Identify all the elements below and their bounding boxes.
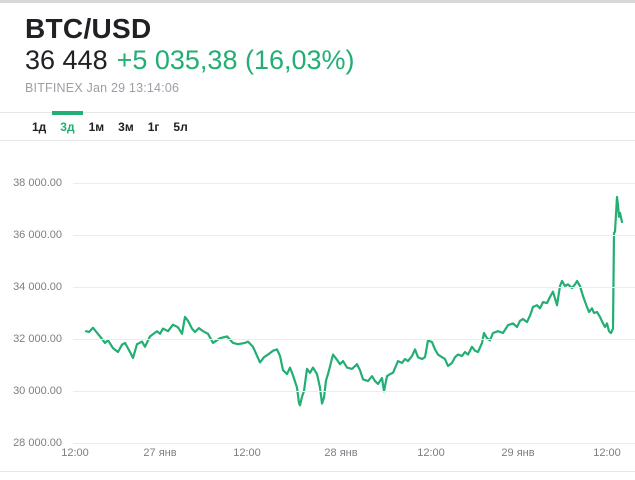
page-title-symbol: BTC/USD [25,13,152,44]
tab-3d[interactable]: 3д [52,111,83,140]
x-axis-tick-label: 27 янв [143,447,177,459]
y-axis-tick-label: 36 000.00 [13,229,62,241]
x-axis-tick-label: 28 янв [324,447,358,459]
bottom-divider [0,471,635,472]
y-axis-tick-label: 30 000.00 [13,385,62,397]
price-chart: 38 000.00 36 000.00 34 000.00 32 000.00 30 0… [0,150,635,471]
gridline [73,183,635,184]
x-axis-tick-label: 29 янв [501,447,535,459]
tab-1d[interactable]: 1д [32,119,47,134]
top-divider-bar [0,0,635,3]
tab-1m[interactable]: 1м [88,119,105,134]
x-axis-tick-label: 12:00 [233,447,261,459]
current-price: 36 448 [25,45,108,75]
y-axis-tick-label: 28 000.00 [13,437,62,449]
gridline [73,443,635,444]
tab-5y[interactable]: 5л [173,119,188,134]
gridline [73,391,635,392]
x-axis-tick-label: 12:00 [417,447,445,459]
gridline [73,235,635,236]
x-axis-tick-label: 12:00 [593,447,621,459]
price-line-plot[interactable] [0,150,635,471]
tab-3m[interactable]: 3м [118,119,134,134]
x-axis-tick-label: 12:00 [61,447,89,459]
price-row: 36 448 +5 035,38 (16,03%) [25,45,355,76]
y-axis-tick-label: 34 000.00 [13,281,62,293]
y-axis-tick-label: 32 000.00 [13,333,62,345]
price-line [84,195,624,407]
exchange-timestamp: BITFINEX Jan 29 13:14:06 [25,81,180,95]
y-axis-tick-label: 38 000.00 [13,177,62,189]
tab-1y[interactable]: 1г [147,119,160,134]
price-change: +5 035,38 (16,03%) [116,45,355,75]
time-range-tabbar: 1д 3д 1м 3м 1г 5л [0,111,635,141]
gridline [73,287,635,288]
gridline [73,339,635,340]
